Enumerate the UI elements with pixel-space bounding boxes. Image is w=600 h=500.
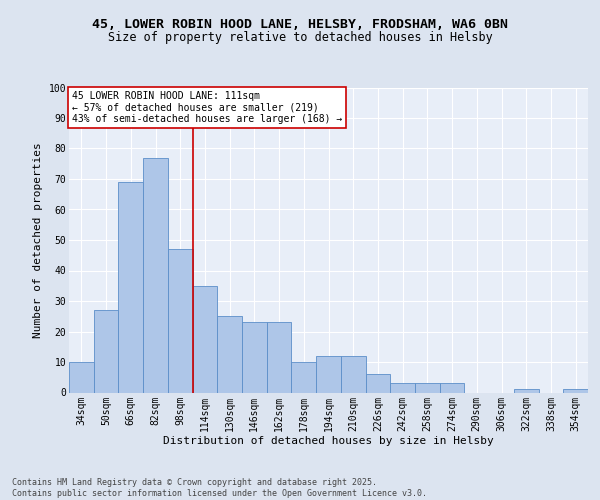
- Bar: [292, 362, 316, 392]
- Bar: [316, 356, 341, 393]
- Bar: [143, 158, 168, 392]
- Text: 45, LOWER ROBIN HOOD LANE, HELSBY, FRODSHAM, WA6 0BN: 45, LOWER ROBIN HOOD LANE, HELSBY, FRODS…: [92, 18, 508, 30]
- Bar: [267, 322, 292, 392]
- Bar: [69, 362, 94, 392]
- Bar: [514, 390, 539, 392]
- Bar: [563, 390, 588, 392]
- Bar: [365, 374, 390, 392]
- Bar: [118, 182, 143, 392]
- Bar: [94, 310, 118, 392]
- Bar: [242, 322, 267, 392]
- Bar: [415, 384, 440, 392]
- Bar: [390, 384, 415, 392]
- Bar: [168, 249, 193, 392]
- Text: 45 LOWER ROBIN HOOD LANE: 111sqm
← 57% of detached houses are smaller (219)
43% : 45 LOWER ROBIN HOOD LANE: 111sqm ← 57% o…: [71, 90, 342, 124]
- Bar: [217, 316, 242, 392]
- Text: Size of property relative to detached houses in Helsby: Size of property relative to detached ho…: [107, 31, 493, 44]
- Text: Contains HM Land Registry data © Crown copyright and database right 2025.
Contai: Contains HM Land Registry data © Crown c…: [12, 478, 427, 498]
- Y-axis label: Number of detached properties: Number of detached properties: [33, 142, 43, 338]
- X-axis label: Distribution of detached houses by size in Helsby: Distribution of detached houses by size …: [163, 436, 494, 446]
- Bar: [341, 356, 365, 393]
- Bar: [193, 286, 217, 393]
- Bar: [440, 384, 464, 392]
